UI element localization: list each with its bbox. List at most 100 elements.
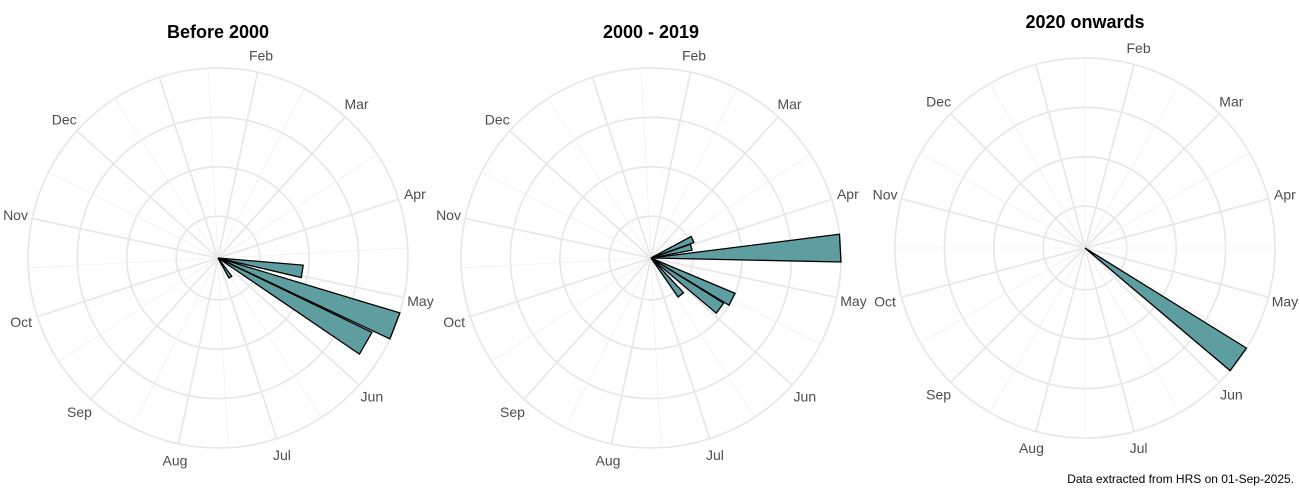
month-label-mar: Mar: [777, 96, 801, 112]
rose-bar-before-2000-1: [217, 257, 304, 279]
month-label-may: May: [1272, 294, 1298, 310]
grid-spoke-minor: [461, 257, 652, 269]
panel-title-before-2000: Before 2000: [167, 22, 269, 42]
grid-spoke-major: [1084, 198, 1269, 249]
panel-title-2000-2019: 2000 - 2019: [603, 22, 699, 42]
month-label-jun: Jun: [794, 389, 817, 405]
grid-spoke-major: [464, 217, 652, 259]
grid-spoke-minor: [217, 257, 229, 448]
grid-spoke-major: [650, 257, 793, 386]
month-label-feb: Feb: [682, 48, 706, 64]
grid-spoke-major: [1035, 247, 1086, 432]
grid-spoke-minor: [131, 257, 219, 428]
month-label-aug: Aug: [1019, 440, 1044, 456]
grid-spoke-major: [901, 198, 1086, 249]
grid-spoke-minor: [481, 171, 652, 259]
month-label-oct: Oct: [874, 294, 896, 310]
grid-spoke-major: [177, 257, 219, 445]
data-source-caption: Data extracted from HRS on 01-Sep-2025.: [1067, 472, 1294, 486]
grid-spoke-major: [509, 130, 652, 259]
grid-spoke-major: [217, 116, 346, 259]
month-labels-before-2000: Feb Mar Apr May Jun Jul Aug Sep Oct Nov Dec: [3, 48, 434, 469]
grid-spoke-minor: [217, 247, 408, 259]
grid-spoke-minor: [650, 257, 662, 448]
grid-spoke-major: [217, 198, 399, 259]
grid-spoke-minor: [48, 171, 219, 259]
grid-spoke-minor: [217, 154, 378, 259]
grid-spoke-minor: [207, 68, 219, 259]
grid-spoke-minor: [920, 152, 1086, 249]
month-label-aug: Aug: [596, 452, 621, 468]
month-label-feb: Feb: [1127, 40, 1151, 56]
grid-ring-3: [76, 116, 360, 400]
grid-spoke-major: [1035, 64, 1086, 249]
grid-spoke-minor: [650, 88, 738, 259]
grid-spoke-major: [217, 71, 259, 259]
grid-spoke-major: [650, 116, 779, 259]
grid-spoke-major: [523, 257, 652, 400]
month-label-jul: Jul: [273, 447, 291, 463]
month-label-jul: Jul: [1130, 440, 1148, 456]
grid-spoke-major: [158, 77, 219, 259]
month-label-apr: Apr: [1274, 186, 1296, 202]
grid-spoke-major: [591, 77, 652, 259]
rose-bar-2000-2019-2: [650, 243, 693, 259]
month-label-mar: Mar: [1219, 94, 1243, 110]
grid-spoke-minor: [564, 257, 652, 428]
month-label-nov: Nov: [873, 186, 898, 202]
grid-spoke-minor: [650, 154, 811, 259]
grid-spoke-minor: [650, 257, 755, 418]
grid-spoke-major: [1084, 113, 1220, 249]
month-label-sep: Sep: [500, 404, 525, 420]
month-label-aug: Aug: [163, 452, 188, 468]
month-label-nov: Nov: [436, 207, 461, 223]
grid-spoke-major: [37, 257, 219, 318]
month-label-oct: Oct: [443, 314, 465, 330]
month-label-may: May: [840, 293, 866, 309]
rose-bar-2000-2019-3: [650, 233, 842, 263]
month-label-jun: Jun: [361, 389, 384, 405]
grid-spoke-major: [650, 257, 838, 299]
month-label-apr: Apr: [837, 186, 859, 202]
grid-spoke-major: [650, 71, 692, 259]
panel-2020-onwards: 2020 onwards Feb Mar Apr May Jun Jul Aug Sep Oct…: [873, 12, 1299, 456]
grid-spoke-major: [76, 130, 219, 259]
grid-spoke-major: [90, 257, 219, 400]
grid-spoke-minor: [920, 247, 1086, 344]
grid-spoke-major: [901, 247, 1086, 298]
month-label-nov: Nov: [3, 207, 28, 223]
grid-spoke-major: [470, 257, 652, 318]
grid-spoke-minor: [28, 257, 219, 269]
month-label-apr: Apr: [404, 186, 426, 202]
grid-spoke-minor: [1084, 152, 1250, 249]
grid-spoke-minor: [217, 257, 322, 418]
bars-2000-2019: [650, 233, 842, 315]
grid-spoke-major: [217, 257, 360, 386]
rose-bar-2000-2019-5: [650, 257, 725, 315]
grid-spoke-minor: [217, 88, 305, 259]
grid-spoke-minor: [989, 83, 1086, 249]
month-labels-2020-onwards: Feb Mar Apr May Jun Jul Aug Sep Oct Nov Dec: [873, 40, 1299, 456]
month-label-feb: Feb: [249, 48, 273, 64]
grid-spoke-major: [1084, 64, 1135, 249]
grid-spoke-minor: [58, 257, 219, 362]
grid-spoke-minor: [114, 98, 219, 259]
grid-spoke-major: [1084, 247, 1220, 383]
bars-before-2000: [217, 257, 401, 356]
grid-spoke-major: [650, 257, 711, 439]
grid-spoke-minor: [1084, 83, 1181, 249]
grid-spoke-minor: [1084, 247, 1181, 413]
rose-bar-before-2000-3: [217, 257, 373, 356]
month-label-sep: Sep: [926, 386, 951, 402]
month-label-sep: Sep: [67, 404, 92, 420]
grid-spoke-major: [1084, 247, 1135, 432]
month-label-dec: Dec: [926, 94, 951, 110]
month-label-may: May: [407, 293, 433, 309]
grid-spoke-minor: [547, 98, 652, 259]
grid-spoke-major: [217, 257, 278, 439]
grid-2020-onwards: [894, 57, 1276, 439]
month-label-oct: Oct: [10, 314, 32, 330]
grid-spoke-major: [1084, 247, 1269, 298]
rose-bar-before-2000-2: [217, 257, 401, 340]
